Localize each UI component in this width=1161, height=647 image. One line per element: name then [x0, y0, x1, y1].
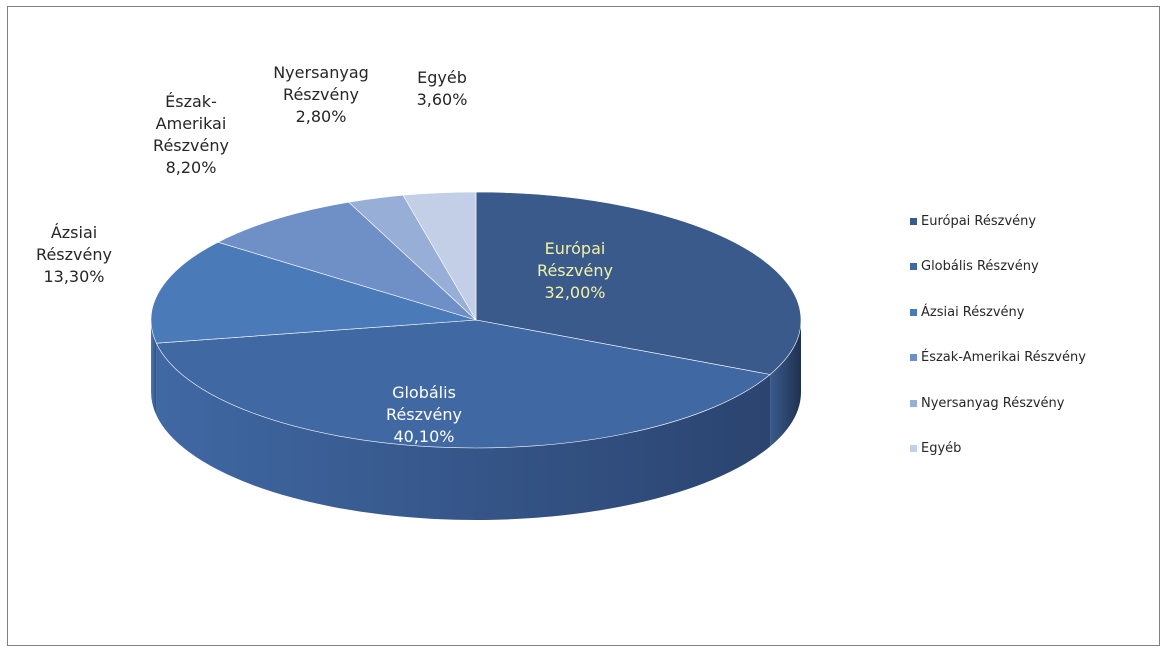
- data-label-azsiai-reszveny: Ázsiai Részvény 13,30%: [36, 222, 112, 288]
- data-label-line: Részvény: [386, 405, 462, 424]
- data-label-line: Amerikai: [155, 114, 227, 133]
- legend-label: Nyersanyag Részvény: [921, 395, 1065, 411]
- data-label-line: 40,10%: [393, 427, 455, 446]
- pie-slice-eszak-amerikai-reszveny: [217, 201, 477, 321]
- legend-swatch: [910, 308, 917, 316]
- chart-area: Európai Részvény 32,00% Globális Részvény 40,…: [7, 6, 1160, 646]
- pie-side-europai-reszveny: [770, 320, 801, 447]
- data-label-eszak-amerikai-reszveny: Észak- Amerikai Részvény 8,20%: [153, 91, 229, 179]
- legend-swatch: [910, 263, 917, 270]
- data-label-line: 2,80%: [295, 107, 347, 126]
- data-label-line: Részvény: [283, 85, 359, 104]
- data-label-line: Globális: [392, 383, 456, 402]
- data-label-line: 3,60%: [416, 90, 468, 109]
- pie-slice-egyeb: [402, 191, 477, 322]
- pie-side-azsiai-reszveny: [151, 320, 157, 416]
- legend-label: Egyéb: [921, 441, 962, 456]
- legend: Európai Részvény Globális Részvény Ázsiai …: [910, 210, 1086, 483]
- data-label-line: Nyersanyag: [273, 63, 369, 82]
- data-label-europai-reszveny: Európai Részvény 32,00%: [537, 238, 613, 304]
- legend-swatch: [910, 354, 917, 361]
- legend-item-globalis-reszveny: Globális Részvény: [910, 256, 1086, 278]
- data-label-nyersanyag-reszveny: Nyersanyag Részvény 2,80%: [273, 62, 369, 128]
- data-label-egyeb: Egyéb 3,60%: [417, 67, 468, 111]
- legend-swatch: [910, 217, 917, 225]
- data-label-line: 13,30%: [43, 267, 105, 286]
- data-label-line: 32,00%: [544, 283, 606, 302]
- data-label-line: Részvény: [537, 261, 613, 280]
- legend-item-egyeb: Egyéb: [910, 438, 1086, 460]
- pie-slice-globalis-reszveny: [155, 319, 771, 449]
- legend-swatch: [910, 399, 917, 407]
- data-label-line: Részvény: [36, 245, 112, 264]
- pie-slice-europai-reszveny: [475, 191, 802, 375]
- legend-label: Európai Részvény: [921, 213, 1037, 229]
- legend-item-nyersanyag-reszveny: Nyersanyag Részvény: [910, 392, 1086, 414]
- data-label-line: Ázsiai: [50, 223, 98, 242]
- pie-slice-azsiai-reszveny: [150, 241, 477, 344]
- data-label-globalis-reszveny: Globális Részvény 40,10%: [386, 382, 462, 448]
- data-label-line: Részvény: [153, 136, 229, 155]
- legend-swatch: [910, 445, 917, 452]
- legend-label: Globális Részvény: [921, 259, 1039, 274]
- pie-chart: [150, 191, 802, 520]
- legend-label: Ázsiai Részvény: [921, 304, 1025, 320]
- data-label-line: 8,20%: [165, 158, 217, 177]
- legend-item-europai-reszveny: Európai Részvény: [910, 210, 1086, 232]
- pie-side-globalis-reszveny: [156, 343, 771, 520]
- data-label-line: Egyéb: [417, 68, 467, 87]
- legend-label: Észak-Amerikai Részvény: [921, 350, 1086, 365]
- legend-item-azsiai-reszveny: Ázsiai Részvény: [910, 301, 1086, 323]
- legend-item-eszak-amerikai-reszveny: Észak-Amerikai Részvény: [910, 347, 1086, 369]
- data-label-line: Észak-: [165, 92, 217, 111]
- data-label-line: Európai: [544, 239, 606, 258]
